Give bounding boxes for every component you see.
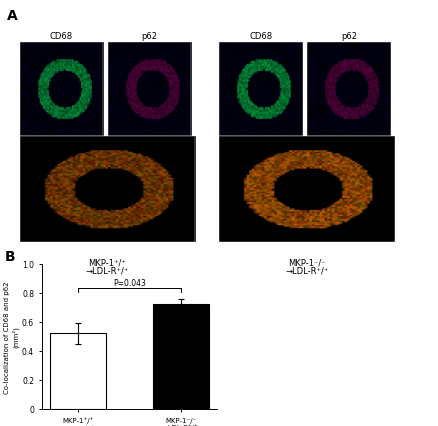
Text: CD68: CD68 xyxy=(50,32,73,40)
Text: A: A xyxy=(7,9,17,23)
Text: MKP-1⁺/⁺: MKP-1⁺/⁺ xyxy=(88,258,126,267)
Text: B: B xyxy=(4,249,15,263)
Text: p62: p62 xyxy=(141,32,157,40)
Text: P=0.043: P=0.043 xyxy=(113,278,145,287)
Text: p62: p62 xyxy=(340,32,356,40)
Text: →LDL-R⁺/⁺: →LDL-R⁺/⁺ xyxy=(285,266,328,275)
Bar xyxy=(49,334,106,409)
Text: →LDL-R⁺/⁺: →LDL-R⁺/⁺ xyxy=(86,266,129,275)
Text: CD68: CD68 xyxy=(249,32,272,40)
Text: MKP-1⁻/⁻: MKP-1⁻/⁻ xyxy=(288,258,325,267)
Y-axis label: Co-localization of CD68 and p62
(mm²): Co-localization of CD68 and p62 (mm²) xyxy=(4,280,19,393)
Bar xyxy=(152,305,209,409)
